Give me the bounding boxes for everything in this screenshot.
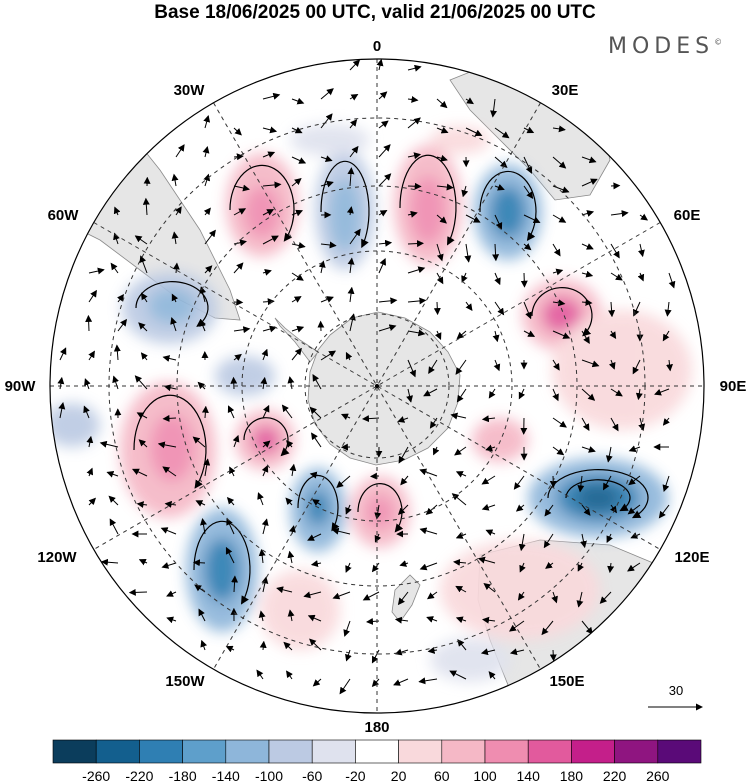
colorbar-swatch bbox=[311, 739, 356, 764]
colorbar-tick-label: -180 bbox=[169, 768, 197, 783]
lon-label-30w: 30W bbox=[174, 82, 206, 99]
colorbar-swatches bbox=[52, 739, 702, 764]
colorbar-tick-label: 180 bbox=[560, 768, 584, 783]
contour-lines bbox=[133, 154, 649, 605]
colorbar-tick-label: -20 bbox=[345, 768, 365, 783]
colorbar-swatch bbox=[527, 739, 572, 764]
colorbar-tick-label: 60 bbox=[434, 768, 450, 783]
colorbar-ticks: -260 -220 -180 -140 -100 -60 -20 20 60 100 140 180 2… bbox=[82, 768, 670, 783]
colorbar-tick-label: -140 bbox=[212, 768, 240, 783]
colorbar: -260 -220 -180 -140 -100 -60 -20 20 60 100 140 180 2… bbox=[52, 739, 702, 783]
colorbar-swatch bbox=[52, 739, 97, 764]
lon-label-180: 180 bbox=[364, 719, 389, 736]
colorbar-swatch bbox=[268, 739, 313, 764]
colorbar-tick-label: -220 bbox=[125, 768, 153, 783]
modes-logo: MODES© bbox=[608, 34, 722, 59]
new-zealand-landmass bbox=[391, 574, 421, 623]
wind-vectors bbox=[57, 59, 676, 695]
colorbar-swatch bbox=[398, 739, 443, 764]
colorbar-swatch bbox=[95, 739, 140, 764]
brand-text: MODES bbox=[608, 34, 715, 59]
colorbar-swatch bbox=[484, 739, 529, 764]
colorbar-swatch bbox=[355, 739, 399, 764]
reference-vector-label: 30 bbox=[669, 683, 683, 698]
lon-label-0: 0 bbox=[373, 38, 381, 55]
colorbar-tick-label: -260 bbox=[82, 768, 110, 783]
lon-label-90e: 90E bbox=[720, 378, 747, 395]
reference-vector: 30 bbox=[648, 683, 703, 711]
graticule bbox=[50, 59, 704, 713]
lon-label-150w: 150W bbox=[165, 673, 205, 690]
lon-label-30e: 30E bbox=[552, 82, 579, 99]
lon-label-120e: 120E bbox=[674, 549, 709, 566]
map-disc bbox=[50, 59, 704, 713]
colorbar-tick-label: -100 bbox=[255, 768, 283, 783]
colorbar-swatch bbox=[139, 739, 183, 764]
colorbar-tick-label: 140 bbox=[517, 768, 541, 783]
colorbar-tick-label: 20 bbox=[391, 768, 407, 783]
colorbar-swatch bbox=[614, 739, 659, 764]
colorbar-swatch bbox=[571, 739, 615, 764]
colorbar-swatch bbox=[225, 739, 270, 764]
colorbar-swatch bbox=[657, 739, 702, 764]
map-border bbox=[49, 58, 705, 714]
map-title: Base 18/06/2025 00 UTC, valid 21/06/2025… bbox=[154, 2, 596, 23]
lon-label-120w: 120W bbox=[37, 549, 77, 566]
lon-label-60w: 60W bbox=[48, 207, 80, 224]
colorbar-tick-label: 100 bbox=[473, 768, 497, 783]
colorbar-tick-label: 260 bbox=[646, 768, 670, 783]
lon-label-60e: 60E bbox=[674, 207, 701, 224]
brand-mark: © bbox=[714, 37, 723, 47]
lon-label-90w: 90W bbox=[5, 378, 37, 395]
colorbar-tick-label: -60 bbox=[302, 768, 322, 783]
antarctica-landmass bbox=[307, 311, 461, 466]
lon-label-150e: 150E bbox=[549, 673, 584, 690]
colorbar-swatch bbox=[441, 739, 486, 764]
colorbar-swatch bbox=[182, 739, 227, 764]
colorbar-tick-label: 220 bbox=[603, 768, 627, 783]
